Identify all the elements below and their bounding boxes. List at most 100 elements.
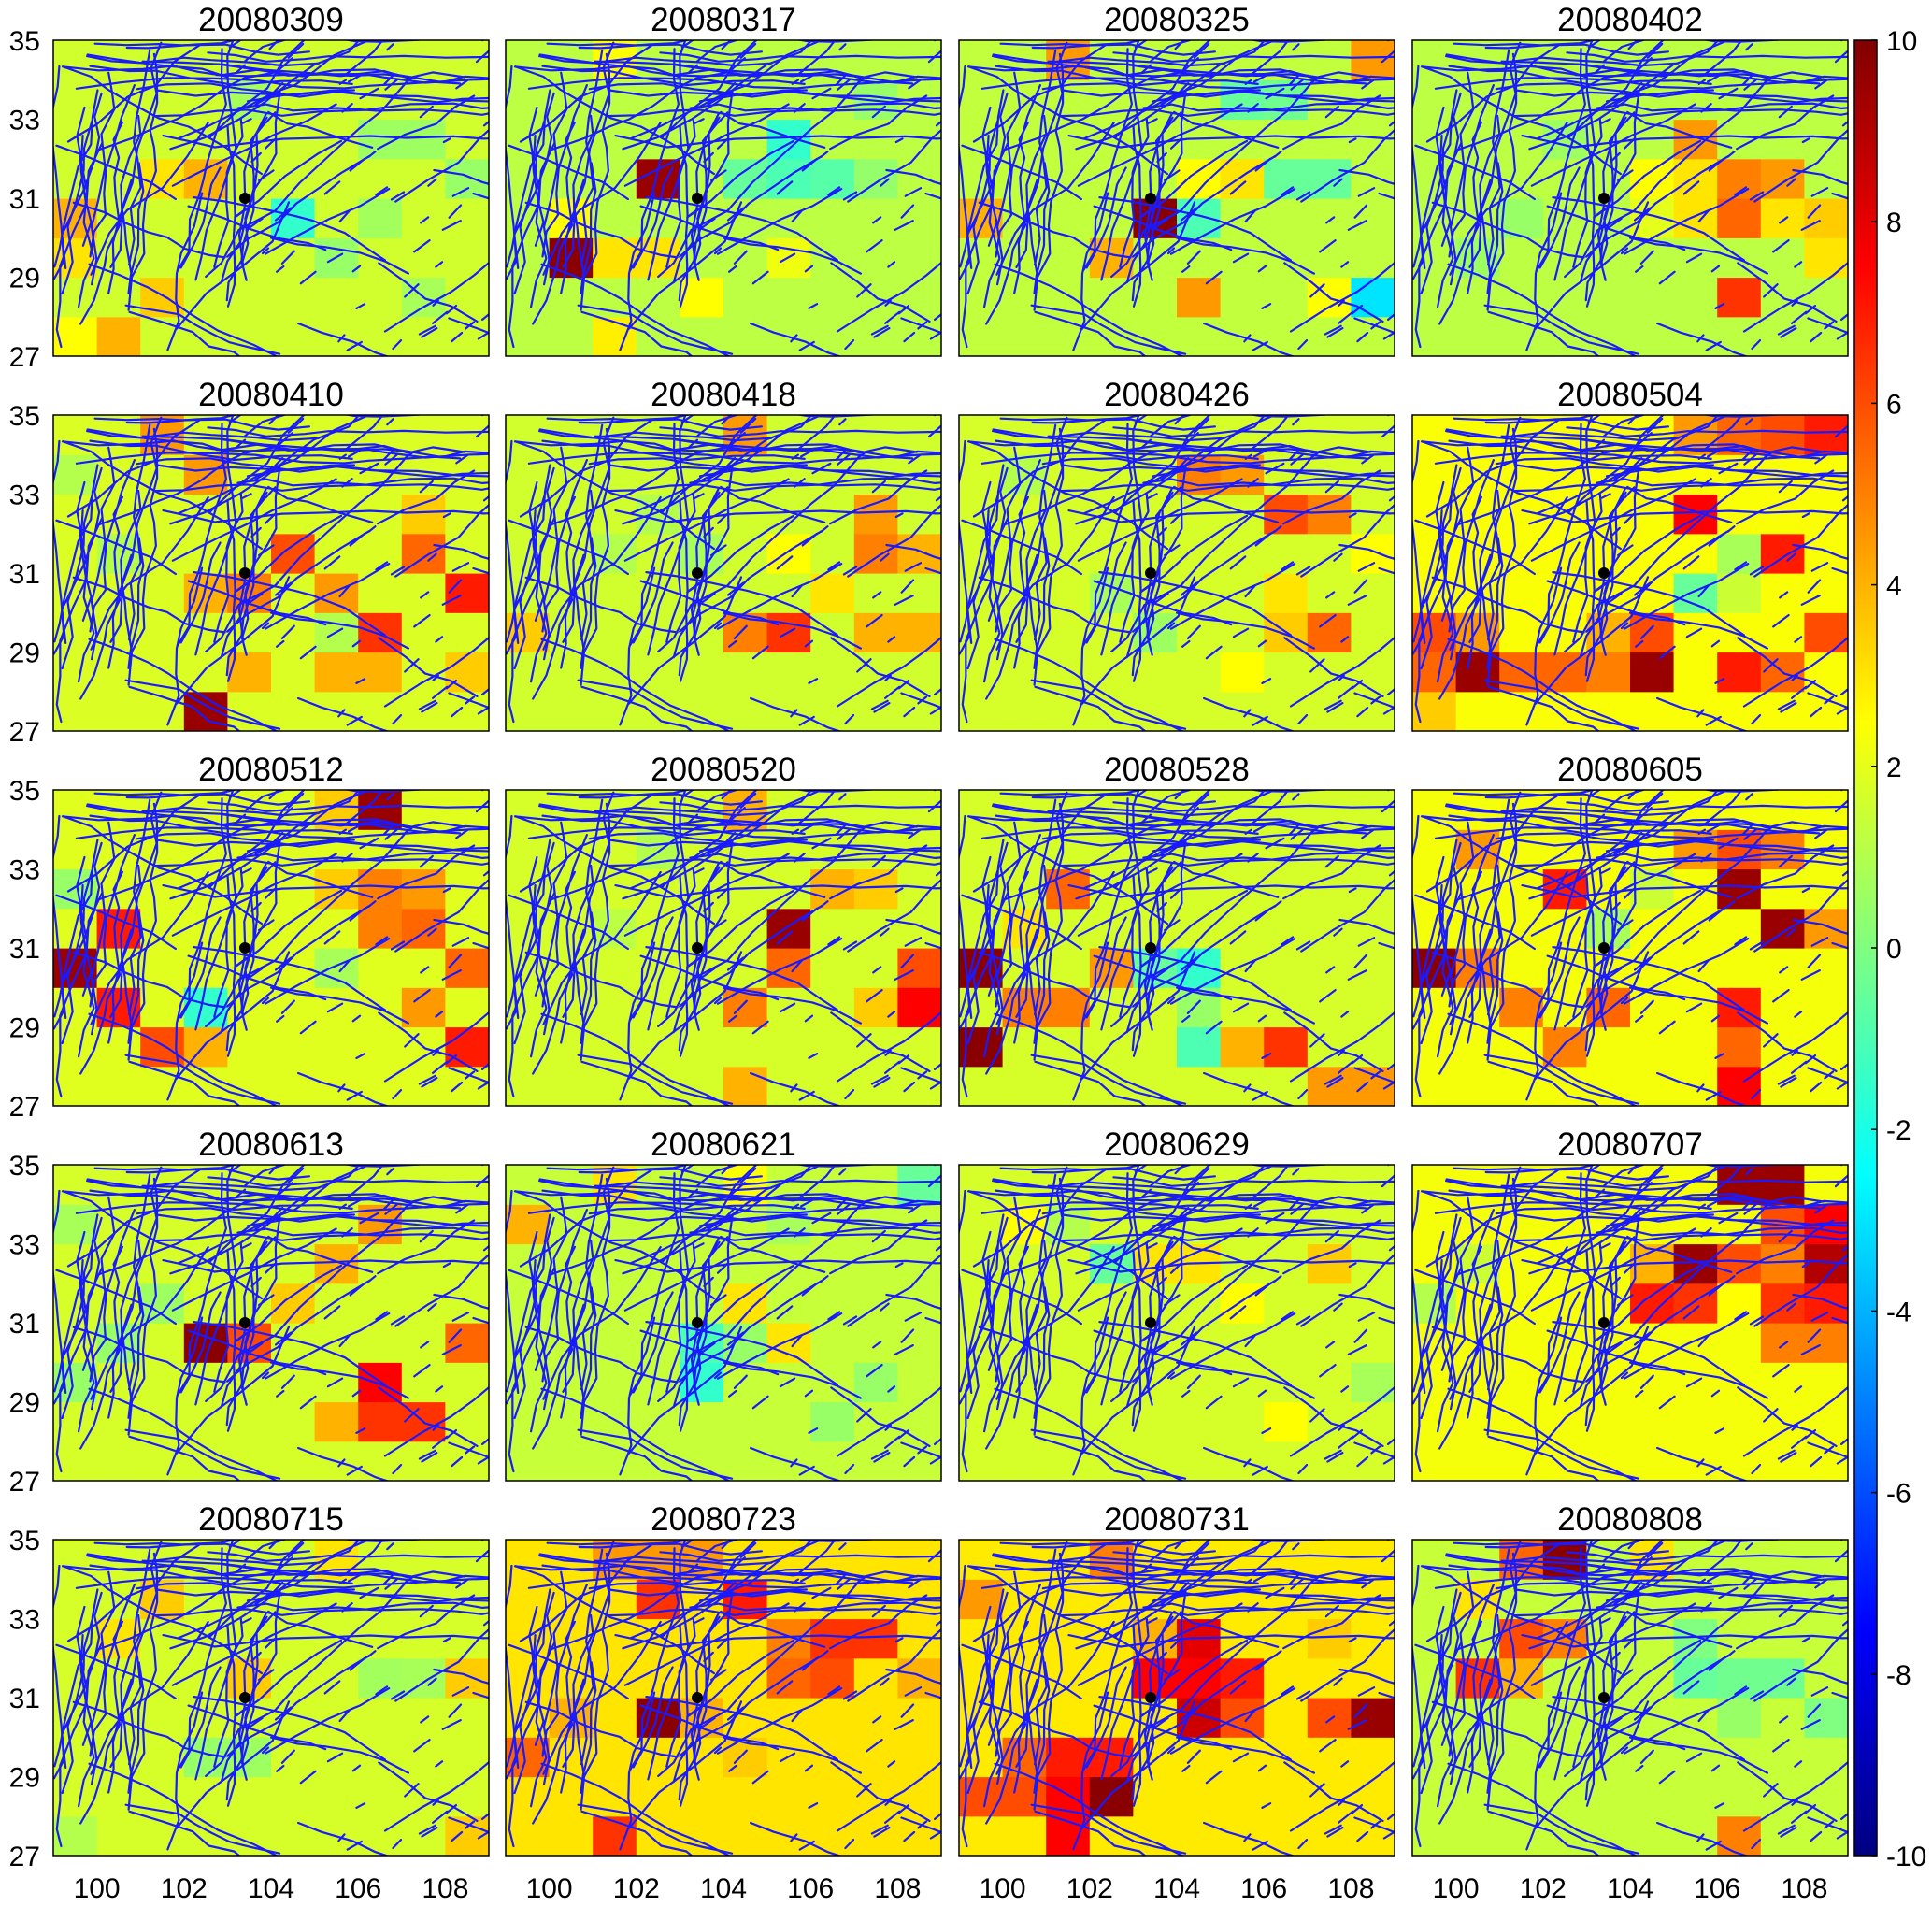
colorbar: 10 8 6 4 2 0 -2 -4 -6 -8 -10	[1853, 26, 1926, 1872]
cell	[766, 1323, 811, 1363]
cell	[810, 573, 855, 613]
cell	[766, 908, 811, 949]
cell	[445, 908, 489, 949]
cell	[1351, 1362, 1395, 1403]
epicenter-marker	[1145, 567, 1156, 579]
fault-lines	[1412, 790, 1848, 1106]
cell	[445, 1026, 489, 1068]
cell	[1499, 908, 1544, 949]
cell	[1351, 612, 1395, 653]
cell	[1177, 1283, 1222, 1324]
cell	[401, 1323, 446, 1363]
cell	[1673, 1283, 1718, 1324]
cell	[1264, 316, 1309, 356]
cell	[959, 1165, 1004, 1205]
cell	[853, 1243, 898, 1284]
cell	[1264, 1066, 1309, 1106]
y-tick-label: 27	[9, 1092, 40, 1123]
cell	[897, 1401, 941, 1442]
cell	[1177, 1815, 1222, 1856]
cell	[506, 790, 551, 830]
cell	[1760, 573, 1805, 613]
cell	[96, 691, 141, 731]
cell	[766, 1657, 811, 1699]
cell	[723, 316, 768, 356]
cell	[810, 1323, 855, 1363]
panel-20080317: 20080317	[505, 2, 942, 357]
cell	[1220, 494, 1265, 535]
cell	[445, 415, 489, 455]
cell	[549, 1401, 594, 1442]
cell	[314, 119, 359, 160]
y-tick-label: 31	[9, 1309, 40, 1340]
cell	[1307, 573, 1352, 613]
cell	[897, 237, 941, 279]
cell	[1455, 1776, 1500, 1817]
cell	[723, 1066, 768, 1106]
cell	[1220, 868, 1265, 910]
cell	[1046, 1657, 1091, 1699]
epicenter-marker	[1598, 942, 1610, 954]
cell	[1673, 533, 1718, 574]
cell	[1673, 1618, 1718, 1659]
cell	[897, 1283, 941, 1324]
panel-title: 20080418	[651, 377, 796, 413]
cell	[766, 119, 811, 160]
cell	[1351, 1737, 1395, 1778]
cell	[314, 533, 359, 574]
axis-tick-labels: 27 29 31 33 35 27 29 31 33 35 27 29 31 33 35 27 29 31 33 35…	[9, 26, 1828, 1904]
cell	[445, 948, 489, 988]
cell	[314, 1401, 359, 1442]
cell	[1673, 198, 1718, 238]
colorbar-tick-label: 0	[1886, 934, 1902, 965]
cell	[1177, 277, 1222, 318]
y-tick-label: 31	[9, 1684, 40, 1714]
panel-20080410: 20080410	[52, 377, 490, 732]
panel-title: 20080613	[198, 1126, 344, 1163]
cell	[314, 573, 359, 613]
cell	[897, 1540, 941, 1580]
cell	[897, 198, 941, 238]
cell	[1717, 691, 1762, 731]
cell	[1220, 1657, 1265, 1699]
cell	[853, 494, 898, 535]
epicenter-marker	[1145, 193, 1156, 204]
cell	[1412, 415, 1457, 455]
cell	[766, 1618, 811, 1659]
cell	[897, 1323, 941, 1363]
cell	[445, 198, 489, 238]
cell	[1351, 40, 1395, 80]
cell	[1002, 1066, 1047, 1106]
cell	[897, 1657, 941, 1699]
cell	[314, 1698, 359, 1738]
cell	[1673, 1698, 1718, 1738]
cell	[1760, 1618, 1805, 1659]
cell	[1412, 790, 1457, 830]
cell	[314, 652, 359, 693]
epicenter-marker	[692, 1692, 703, 1703]
cell	[1717, 316, 1762, 356]
cell	[1264, 1026, 1309, 1068]
y-tick-label: 29	[9, 1388, 40, 1419]
cell	[1307, 868, 1352, 910]
cell	[897, 987, 941, 1028]
cell	[766, 158, 811, 199]
cell	[53, 415, 98, 455]
cell	[897, 158, 941, 199]
y-tick-label: 31	[9, 559, 40, 590]
cell	[766, 1776, 811, 1817]
cell	[140, 1283, 185, 1324]
cell	[314, 1243, 359, 1284]
epicenter-marker	[692, 1317, 703, 1328]
cell	[1760, 948, 1805, 988]
cell	[1804, 1323, 1848, 1363]
cell	[1673, 908, 1718, 949]
colorbar-tick-label: 6	[1886, 389, 1902, 420]
cell	[1220, 908, 1265, 949]
cell	[1673, 158, 1718, 199]
cell	[358, 691, 403, 731]
cell	[1351, 1540, 1395, 1580]
cell	[1177, 908, 1222, 949]
fault-lines	[959, 790, 1395, 1106]
cell	[1220, 119, 1265, 160]
